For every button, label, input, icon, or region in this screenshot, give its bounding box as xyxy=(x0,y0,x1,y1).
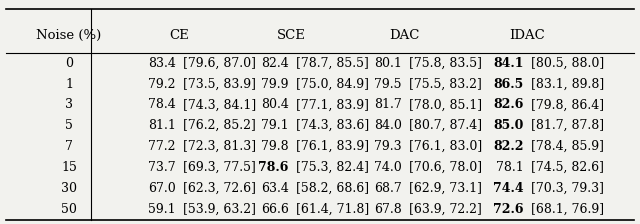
Text: 15: 15 xyxy=(61,161,77,174)
Text: [76.2, 85.2]: [76.2, 85.2] xyxy=(179,119,256,132)
Text: [69.3, 77.5]: [69.3, 77.5] xyxy=(179,161,256,174)
Text: 30: 30 xyxy=(61,182,77,195)
Text: [68.1, 76.9]: [68.1, 76.9] xyxy=(527,203,604,216)
Text: 79.2: 79.2 xyxy=(148,78,176,90)
Text: [78.0, 85.1]: [78.0, 85.1] xyxy=(404,98,482,111)
Text: [75.3, 82.4]: [75.3, 82.4] xyxy=(292,161,369,174)
Text: 79.9: 79.9 xyxy=(261,78,289,90)
Text: 7: 7 xyxy=(65,140,73,153)
Text: [76.1, 83.9]: [76.1, 83.9] xyxy=(292,140,369,153)
Text: 63.4: 63.4 xyxy=(260,182,289,195)
Text: [76.1, 83.0]: [76.1, 83.0] xyxy=(404,140,482,153)
Text: [80.7, 87.4]: [80.7, 87.4] xyxy=(404,119,482,132)
Text: 67.0: 67.0 xyxy=(148,182,176,195)
Text: [70.6, 78.0]: [70.6, 78.0] xyxy=(404,161,482,174)
Text: 81.1: 81.1 xyxy=(148,119,176,132)
Text: 80.1: 80.1 xyxy=(374,57,401,70)
Text: 72.6: 72.6 xyxy=(493,203,524,216)
Text: [73.5, 83.9]: [73.5, 83.9] xyxy=(179,78,256,90)
Text: 1: 1 xyxy=(65,78,73,90)
Text: [62.9, 73.1]: [62.9, 73.1] xyxy=(404,182,482,195)
Text: IDAC: IDAC xyxy=(509,29,545,42)
Text: [74.5, 82.6]: [74.5, 82.6] xyxy=(527,161,604,174)
Text: 79.3: 79.3 xyxy=(374,140,401,153)
Text: 73.7: 73.7 xyxy=(148,161,176,174)
Text: [75.0, 84.9]: [75.0, 84.9] xyxy=(292,78,369,90)
Text: CE: CE xyxy=(169,29,189,42)
Text: 78.6: 78.6 xyxy=(259,161,289,174)
Text: 68.7: 68.7 xyxy=(374,182,401,195)
Text: 85.0: 85.0 xyxy=(493,119,524,132)
Text: 84.0: 84.0 xyxy=(374,119,401,132)
Text: [83.1, 89.8]: [83.1, 89.8] xyxy=(527,78,604,90)
Text: Noise (%): Noise (%) xyxy=(36,29,102,42)
Text: [75.5, 83.2]: [75.5, 83.2] xyxy=(404,78,481,90)
Text: [53.9, 63.2]: [53.9, 63.2] xyxy=(179,203,256,216)
Text: 3: 3 xyxy=(65,98,73,111)
Text: [81.7, 87.8]: [81.7, 87.8] xyxy=(527,119,604,132)
Text: 81.7: 81.7 xyxy=(374,98,401,111)
Text: 78.1: 78.1 xyxy=(496,161,524,174)
Text: 59.1: 59.1 xyxy=(148,203,176,216)
Text: 66.6: 66.6 xyxy=(260,203,289,216)
Text: 77.2: 77.2 xyxy=(148,140,176,153)
Text: [78.4, 85.9]: [78.4, 85.9] xyxy=(527,140,604,153)
Text: 83.4: 83.4 xyxy=(148,57,176,70)
Text: 82.2: 82.2 xyxy=(493,140,524,153)
Text: [62.3, 72.6]: [62.3, 72.6] xyxy=(179,182,256,195)
Text: 79.1: 79.1 xyxy=(261,119,289,132)
Text: 67.8: 67.8 xyxy=(374,203,401,216)
Text: 5: 5 xyxy=(65,119,73,132)
Text: [63.9, 72.2]: [63.9, 72.2] xyxy=(404,203,481,216)
Text: [78.7, 85.5]: [78.7, 85.5] xyxy=(292,57,369,70)
Text: 82.6: 82.6 xyxy=(493,98,524,111)
Text: [75.8, 83.5]: [75.8, 83.5] xyxy=(404,57,482,70)
Text: 50: 50 xyxy=(61,203,77,216)
Text: 74.4: 74.4 xyxy=(493,182,524,195)
Text: [70.3, 79.3]: [70.3, 79.3] xyxy=(527,182,604,195)
Text: 74.0: 74.0 xyxy=(374,161,401,174)
Text: [80.5, 88.0]: [80.5, 88.0] xyxy=(527,57,604,70)
Text: 78.4: 78.4 xyxy=(148,98,176,111)
Text: 82.4: 82.4 xyxy=(261,57,289,70)
Text: [79.8, 86.4]: [79.8, 86.4] xyxy=(527,98,604,111)
Text: [58.2, 68.6]: [58.2, 68.6] xyxy=(292,182,369,195)
Text: 86.5: 86.5 xyxy=(493,78,524,90)
Text: [79.6, 87.0]: [79.6, 87.0] xyxy=(179,57,256,70)
Text: [61.4, 71.8]: [61.4, 71.8] xyxy=(292,203,369,216)
Text: 0: 0 xyxy=(65,57,73,70)
Text: DAC: DAC xyxy=(390,29,420,42)
Text: SCE: SCE xyxy=(277,29,306,42)
Text: [77.1, 83.9]: [77.1, 83.9] xyxy=(292,98,369,111)
Text: 80.4: 80.4 xyxy=(260,98,289,111)
Text: [74.3, 84.1]: [74.3, 84.1] xyxy=(179,98,256,111)
Text: 79.5: 79.5 xyxy=(374,78,401,90)
Text: [74.3, 83.6]: [74.3, 83.6] xyxy=(292,119,369,132)
Text: 84.1: 84.1 xyxy=(493,57,524,70)
Text: [72.3, 81.3]: [72.3, 81.3] xyxy=(179,140,256,153)
Text: 79.8: 79.8 xyxy=(261,140,289,153)
